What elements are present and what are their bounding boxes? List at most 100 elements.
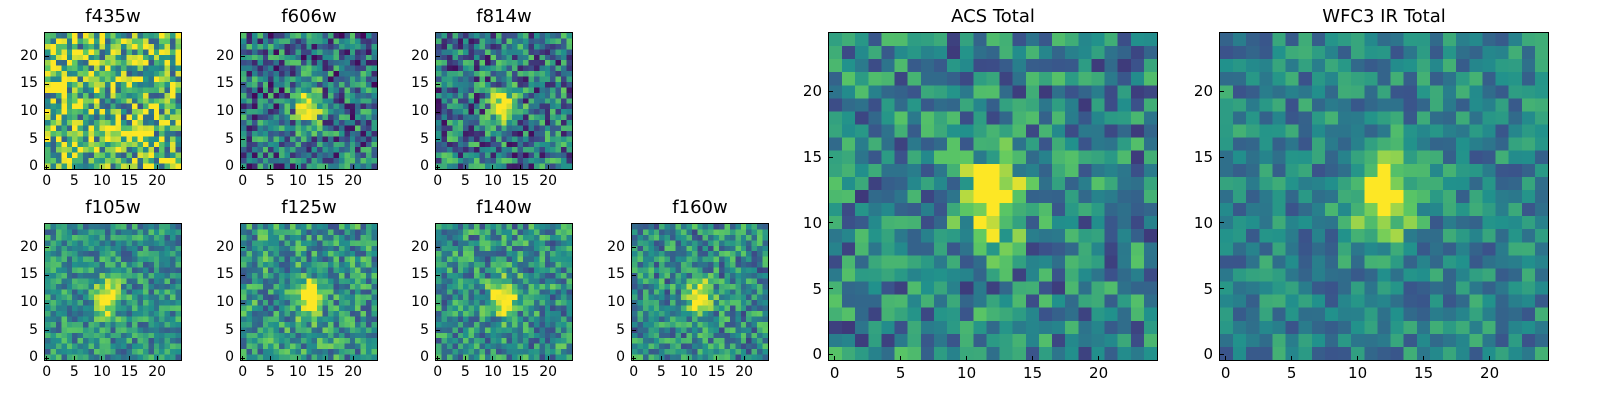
x-tick-mark [520,165,522,170]
x-tick-label: 15 [707,364,726,380]
x-tick-label: 5 [460,173,470,189]
y-tick-mark [240,357,245,359]
heatmap-image [829,33,1157,360]
y-tick-label: 15 [20,266,38,283]
x-tick-label: 10 [1348,364,1368,382]
x-tick-label: 0 [238,173,248,189]
y-tick-mark [631,274,636,276]
y-tick-label: 10 [607,294,625,311]
y-tick-label: 20 [411,47,429,64]
x-tick-mark [900,356,902,361]
panel-title: WFC3 IR Total [1322,6,1446,27]
x-tick-label: 10 [93,173,111,189]
x-tick-mark [269,165,271,170]
y-tick-mark [828,90,833,92]
x-tick-label: 15 [120,364,139,380]
x-tick-label: 10 [484,173,502,189]
x-tick-label: 0 [829,364,840,382]
y-tick-mark [631,357,636,359]
heatmap-plot [435,223,573,361]
x-tick-label: 20 [148,173,167,189]
y-tick-label: 20 [802,82,822,101]
y-tick-label: 5 [29,130,38,147]
x-tick-label: 10 [93,364,111,380]
panel-title: f160w [672,197,728,218]
y-tick-mark [631,330,636,332]
heatmap-image [436,33,572,169]
y-tick-label: 10 [411,294,429,311]
y-tick-mark [240,56,245,58]
y-tick-mark [435,166,440,168]
heatmap-image [241,224,377,360]
y-tick-label: 5 [420,321,429,338]
y-tick-label: 15 [1193,148,1213,167]
y-tick-label: 15 [216,266,234,283]
y-tick-mark [240,83,245,85]
y-tick-label: 20 [216,47,234,64]
x-tick-mark [520,356,522,361]
y-tick-mark [240,302,245,304]
y-tick-label: 0 [616,349,625,366]
y-tick-mark [435,302,440,304]
x-tick-mark [129,356,131,361]
y-tick-mark [44,166,49,168]
y-tick-label: 5 [225,130,234,147]
x-tick-label: 15 [511,173,530,189]
x-tick-label: 15 [316,364,335,380]
panel-title: f435w [85,6,141,27]
x-tick-mark [1489,356,1491,361]
x-tick-label: 20 [1480,364,1500,382]
heatmap-plot [44,32,182,170]
heatmap-plot [240,32,378,170]
x-tick-mark [352,165,354,170]
panel-title: f606w [281,6,337,27]
y-tick-mark [435,274,440,276]
x-tick-mark [156,356,158,361]
y-tick-label: 0 [420,349,429,366]
y-tick-label: 0 [420,158,429,175]
x-tick-label: 5 [1286,364,1297,382]
heatmap-image [1220,33,1548,360]
x-tick-mark [1032,356,1034,361]
y-tick-mark [435,139,440,141]
x-tick-label: 10 [289,364,307,380]
y-tick-label: 0 [29,349,38,366]
y-tick-label: 15 [216,75,234,92]
x-tick-mark [269,356,271,361]
y-tick-mark [435,357,440,359]
y-tick-label: 10 [411,103,429,120]
y-tick-label: 0 [225,349,234,366]
x-tick-label: 5 [69,364,79,380]
x-tick-label: 15 [120,173,139,189]
heatmap-image [436,224,572,360]
y-tick-mark [631,247,636,249]
x-tick-label: 10 [289,173,307,189]
heatmap-plot [1219,32,1549,361]
x-tick-label: 5 [265,364,275,380]
y-tick-label: 15 [20,75,38,92]
y-tick-mark [1219,288,1224,290]
x-tick-label: 0 [238,364,248,380]
x-tick-mark [325,165,327,170]
x-tick-mark [547,165,549,170]
y-tick-label: 20 [20,47,38,64]
y-tick-mark [44,357,49,359]
x-tick-mark [297,165,299,170]
x-tick-mark [716,356,718,361]
panel-title: f140w [476,197,532,218]
x-tick-mark [492,356,494,361]
y-tick-mark [631,302,636,304]
x-tick-mark [464,356,466,361]
y-tick-mark [828,156,833,158]
y-tick-mark [828,222,833,224]
y-tick-label: 10 [216,103,234,120]
heatmap-image [241,33,377,169]
y-tick-label: 15 [607,266,625,283]
x-tick-mark [297,356,299,361]
x-tick-mark [966,356,968,361]
x-tick-mark [73,165,75,170]
x-tick-label: 0 [629,364,639,380]
y-tick-label: 20 [20,238,38,255]
y-tick-mark [828,353,833,355]
y-tick-label: 20 [607,238,625,255]
